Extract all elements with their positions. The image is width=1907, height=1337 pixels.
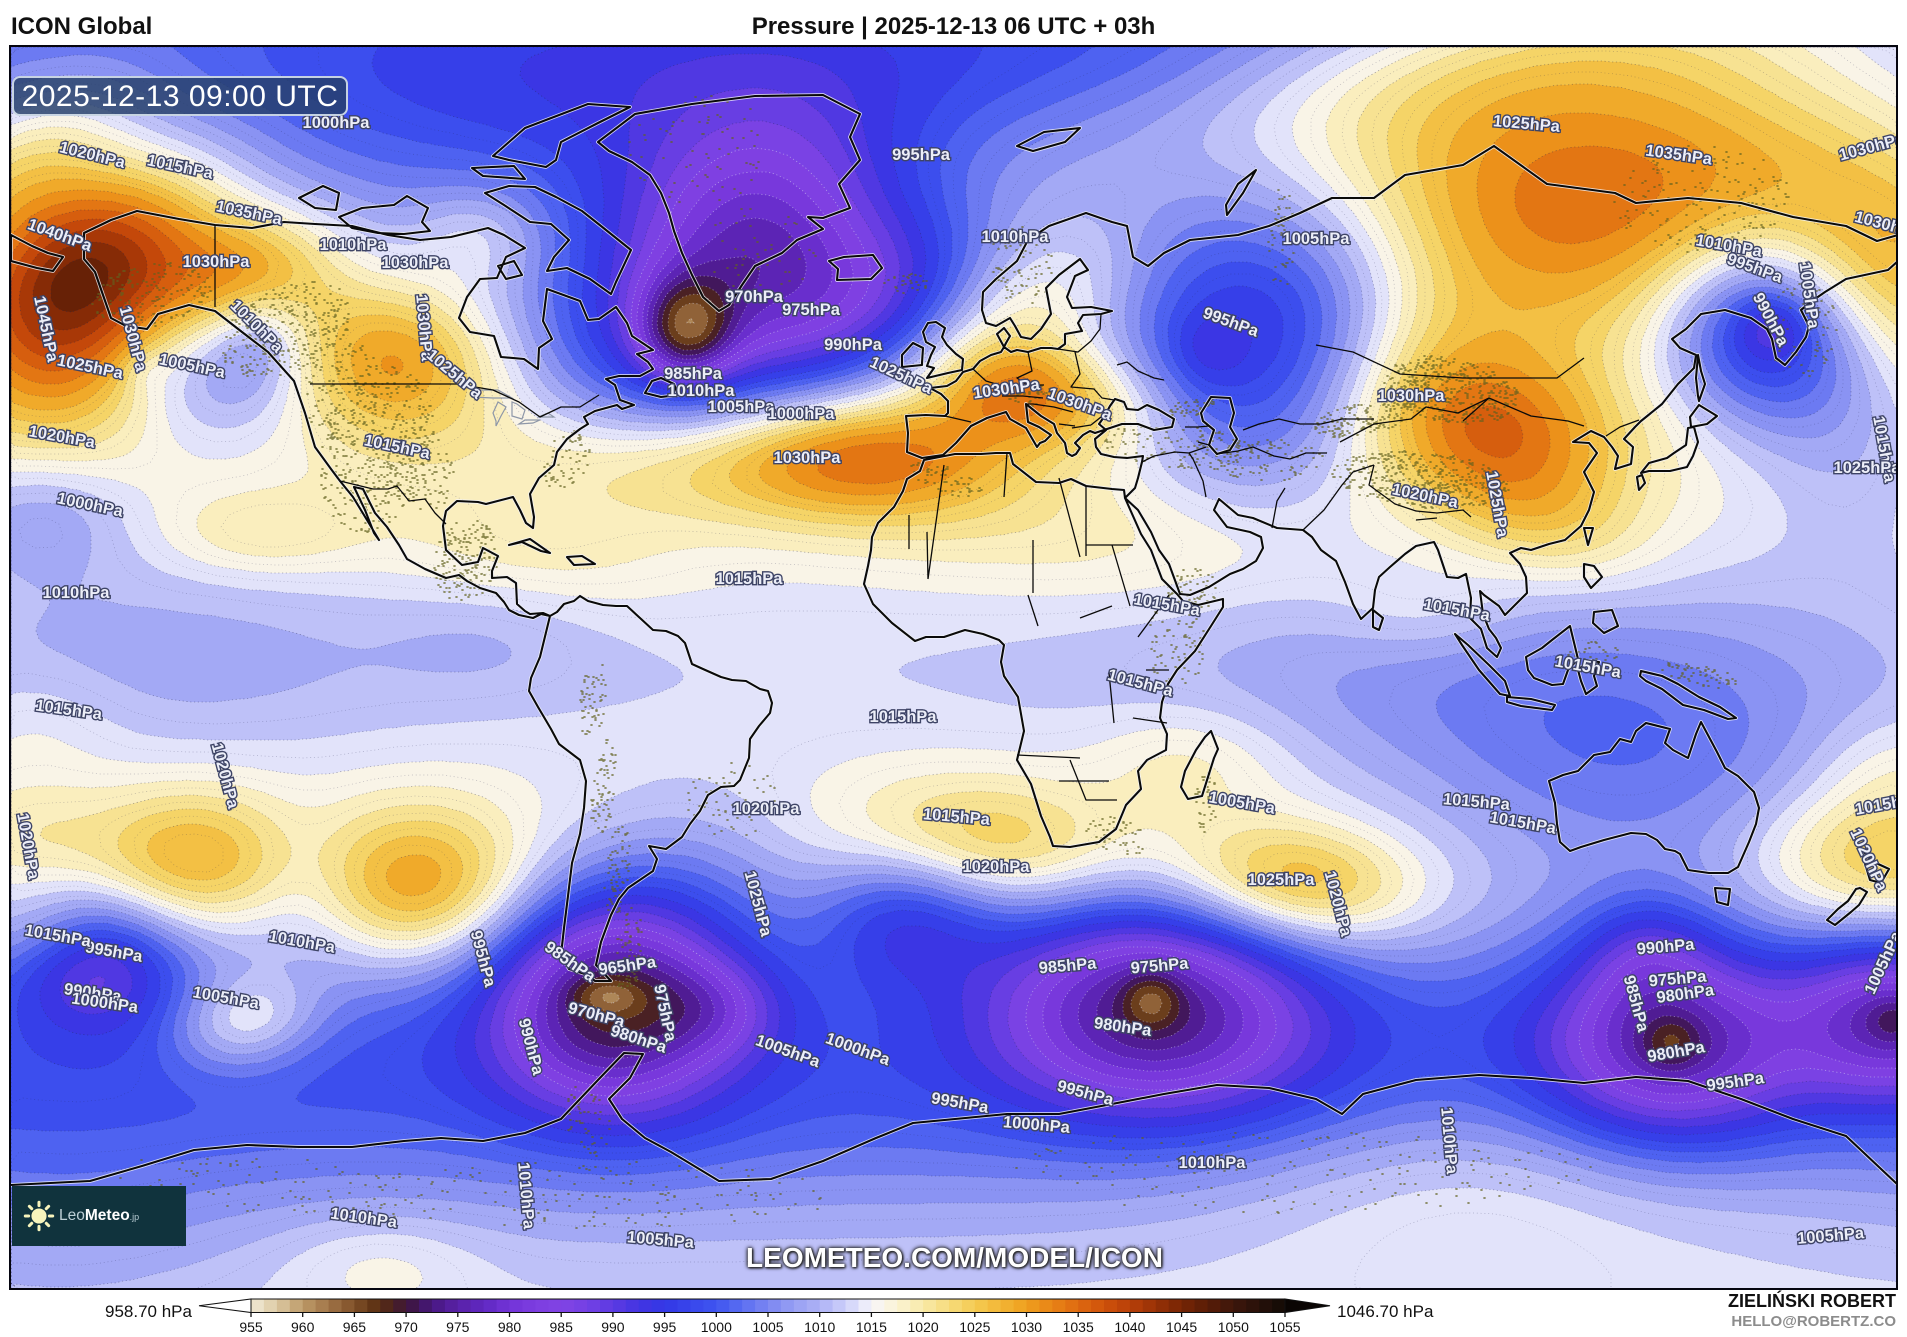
- svg-text:1030hPa: 1030hPa: [774, 449, 842, 467]
- svg-text:1000: 1000: [701, 1319, 732, 1335]
- svg-text:1050: 1050: [1218, 1319, 1249, 1335]
- svg-text:1055: 1055: [1269, 1319, 1300, 1335]
- svg-text:1010hPa: 1010hPa: [668, 382, 736, 400]
- svg-text:1025: 1025: [959, 1319, 990, 1335]
- svg-text:1020hPa: 1020hPa: [963, 858, 1031, 876]
- svg-text:1030hPa: 1030hPa: [183, 253, 251, 271]
- svg-text:985: 985: [550, 1319, 574, 1335]
- svg-text:1030: 1030: [1011, 1319, 1042, 1335]
- svg-text:1030hPa: 1030hPa: [382, 254, 450, 272]
- svg-text:970hPa: 970hPa: [725, 288, 784, 306]
- svg-text:960: 960: [291, 1319, 315, 1335]
- svg-text:1025hPa: 1025hPa: [1834, 459, 1898, 477]
- svg-text:965: 965: [343, 1319, 367, 1335]
- svg-text:995: 995: [653, 1319, 677, 1335]
- svg-text:975: 975: [446, 1319, 470, 1335]
- svg-text:1035: 1035: [1063, 1319, 1094, 1335]
- svg-text:1005hPa: 1005hPa: [708, 398, 776, 416]
- svg-text:1010hPa: 1010hPa: [514, 1161, 538, 1230]
- svg-text:1010hPa: 1010hPa: [320, 236, 388, 254]
- svg-text:970: 970: [394, 1319, 418, 1335]
- svg-text:1015hPa: 1015hPa: [716, 570, 784, 588]
- svg-text:990: 990: [601, 1319, 625, 1335]
- svg-text:1015hPa: 1015hPa: [870, 708, 938, 726]
- svg-text:1020: 1020: [908, 1319, 939, 1335]
- svg-text:975hPa: 975hPa: [782, 301, 841, 319]
- svg-text:1010: 1010: [804, 1319, 835, 1335]
- svg-text:990hPa: 990hPa: [824, 336, 883, 354]
- svg-text:1045: 1045: [1166, 1319, 1197, 1335]
- svg-text:995hPa: 995hPa: [892, 146, 951, 164]
- svg-text:1030hPa: 1030hPa: [1378, 387, 1446, 405]
- svg-text:1005: 1005: [752, 1319, 783, 1335]
- svg-text:1010hPa: 1010hPa: [1179, 1154, 1247, 1172]
- svg-text:1025hPa: 1025hPa: [1248, 871, 1316, 889]
- svg-text:985hPa: 985hPa: [664, 365, 723, 383]
- svg-text:1010hPa: 1010hPa: [982, 228, 1050, 246]
- svg-text:955: 955: [239, 1319, 263, 1335]
- svg-text:1005hPa: 1005hPa: [1283, 230, 1351, 248]
- svg-text:980: 980: [498, 1319, 522, 1335]
- svg-text:1010hPa: 1010hPa: [43, 584, 111, 602]
- svg-text:1015: 1015: [856, 1319, 887, 1335]
- svg-text:1000hPa: 1000hPa: [303, 114, 371, 132]
- svg-text:1040: 1040: [1114, 1319, 1145, 1335]
- svg-text:1000hPa: 1000hPa: [768, 405, 836, 423]
- svg-text:1020hPa: 1020hPa: [733, 800, 801, 818]
